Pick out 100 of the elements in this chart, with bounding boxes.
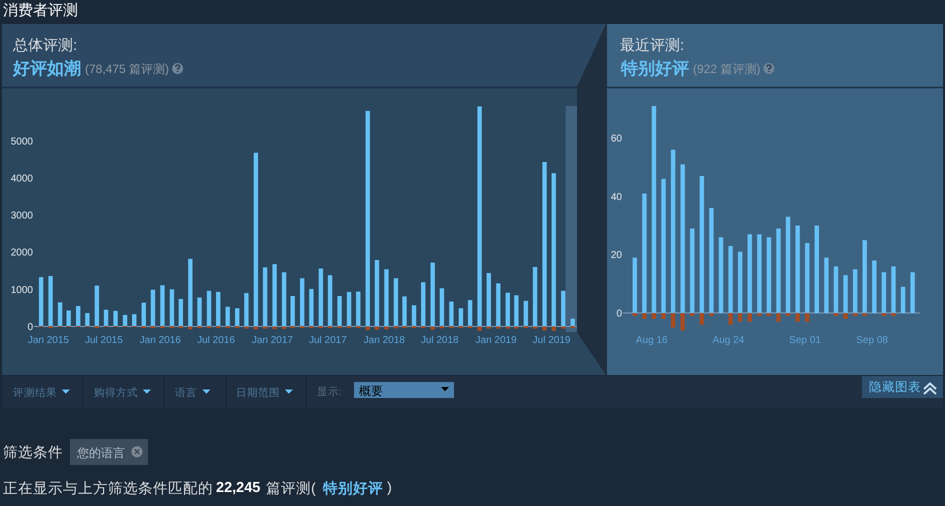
- y-tick-label: 20: [610, 250, 622, 262]
- bar: [506, 326, 510, 329]
- bar: [374, 326, 380, 330]
- x-tick-label: Aug 24: [712, 335, 745, 346]
- bar: [680, 164, 685, 314]
- bar: [652, 313, 656, 319]
- chart-subtitle: 特别好评: [620, 59, 689, 78]
- x-tick-label: Jan 2018: [364, 335, 406, 346]
- y-tick-label: 0: [616, 308, 622, 320]
- chart-title: 最近评测:: [620, 37, 684, 54]
- bar: [197, 297, 202, 326]
- bar: [48, 276, 53, 326]
- bar: [496, 283, 500, 326]
- x-tick-label: Jan 2019: [476, 335, 518, 346]
- bar: [910, 272, 915, 314]
- y-tick-label: 3000: [10, 210, 34, 222]
- text: 购得方式: [94, 386, 138, 399]
- bar: [882, 272, 886, 314]
- y-tick-label: 5000: [10, 136, 34, 148]
- bar: [328, 275, 332, 326]
- bar: [814, 226, 820, 314]
- bar: [384, 269, 389, 326]
- bar: [188, 258, 193, 326]
- bar: [160, 285, 165, 326]
- bar: [506, 292, 510, 326]
- bar: [346, 292, 352, 326]
- bar: [524, 300, 528, 326]
- bar: [891, 266, 896, 314]
- bar: [282, 272, 286, 326]
- bar: [309, 288, 314, 326]
- bar: [150, 290, 156, 326]
- bar: [900, 286, 906, 314]
- chart-title: 总体评测:: [12, 37, 78, 54]
- bar: [690, 313, 694, 316]
- bar: [718, 237, 724, 314]
- bar: [254, 152, 258, 326]
- bar: [449, 302, 454, 326]
- x-tick-label: Jul 2017: [308, 335, 348, 346]
- x-tick-label: Sep 08: [856, 335, 888, 346]
- bar: [282, 326, 286, 330]
- bar: [670, 150, 676, 314]
- bar: [642, 193, 647, 314]
- x-tick-label: Jul 2019: [532, 335, 571, 346]
- x-tick-label: Jan 2017: [252, 335, 294, 346]
- bar: [680, 313, 685, 331]
- bar: [570, 318, 575, 326]
- bar: [170, 289, 174, 326]
- bar: [661, 178, 666, 314]
- bar: [862, 313, 867, 316]
- bar: [178, 298, 184, 326]
- bar: [356, 292, 360, 326]
- text: 您的语言: [76, 446, 125, 460]
- bar: [272, 264, 277, 326]
- bar: [486, 273, 491, 326]
- bar: [244, 293, 249, 326]
- bar: [496, 326, 500, 329]
- bar: [709, 313, 714, 316]
- x-tick-label: Jul 2015: [84, 335, 124, 346]
- bar: [300, 278, 304, 326]
- bar: [394, 278, 398, 326]
- bar: [216, 292, 220, 326]
- bar: [337, 296, 342, 326]
- bar: [514, 295, 519, 326]
- text: 语言: [175, 386, 197, 399]
- y-tick-label: 0: [27, 322, 34, 333]
- bar: [795, 226, 800, 314]
- bar: [226, 306, 230, 326]
- bar: [458, 308, 464, 326]
- bar: [468, 300, 472, 326]
- bar: [374, 260, 380, 326]
- text: (78,475 篇评测): [85, 62, 170, 76]
- x-tick-label: Jul 2016: [197, 335, 236, 346]
- bar: [757, 234, 762, 314]
- bar: [824, 258, 829, 314]
- bar: [766, 313, 772, 316]
- bar: [254, 326, 258, 330]
- bar: [882, 313, 886, 316]
- y-tick-label: 60: [610, 134, 622, 145]
- x-tick-label: Jan 2016: [140, 335, 182, 346]
- bar: [477, 326, 482, 331]
- bar: [206, 290, 212, 326]
- bar: [700, 313, 704, 325]
- bar: [728, 313, 733, 325]
- bar: [532, 267, 538, 326]
- text: 特别好评: [322, 480, 383, 497]
- x-tick-label: Jan 2015: [28, 335, 70, 346]
- bar: [440, 288, 444, 326]
- bar: [384, 326, 389, 330]
- bar: [757, 313, 762, 316]
- bar: [843, 313, 848, 319]
- bar: [58, 302, 62, 326]
- bar: [132, 314, 136, 326]
- bar: [104, 310, 108, 326]
- bar: [642, 313, 647, 319]
- bar: [843, 275, 848, 314]
- x-tick-label: Jul 2018: [420, 335, 460, 346]
- bar: [66, 310, 71, 326]
- bar: [290, 296, 295, 326]
- bar: [786, 216, 790, 314]
- bar: [76, 306, 80, 326]
